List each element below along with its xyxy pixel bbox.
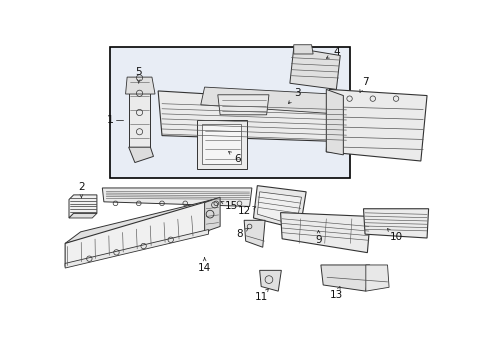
- Bar: [205, 145, 236, 151]
- Text: 2: 2: [78, 182, 85, 198]
- Polygon shape: [129, 147, 153, 163]
- Polygon shape: [65, 230, 209, 268]
- Polygon shape: [129, 77, 150, 147]
- Text: 12: 12: [238, 206, 256, 216]
- Polygon shape: [260, 270, 281, 291]
- Text: 15: 15: [221, 201, 238, 211]
- Text: 10: 10: [388, 229, 403, 242]
- Text: 14: 14: [198, 257, 211, 273]
- Polygon shape: [218, 95, 269, 115]
- Bar: [110, 47, 349, 178]
- Polygon shape: [253, 186, 306, 230]
- Polygon shape: [69, 213, 97, 218]
- Polygon shape: [364, 209, 429, 238]
- Polygon shape: [294, 45, 313, 54]
- Polygon shape: [281, 213, 370, 253]
- Polygon shape: [197, 120, 247, 169]
- Text: 9: 9: [315, 230, 322, 244]
- Bar: [123, 195, 143, 199]
- Polygon shape: [205, 197, 220, 232]
- Bar: [205, 155, 236, 161]
- Polygon shape: [290, 48, 340, 89]
- Text: 3: 3: [289, 88, 301, 104]
- Polygon shape: [69, 195, 97, 218]
- Polygon shape: [201, 87, 346, 114]
- Text: 1: 1: [107, 115, 114, 125]
- Polygon shape: [321, 265, 369, 291]
- Text: 7: 7: [360, 77, 368, 93]
- Text: 13: 13: [330, 287, 343, 300]
- Polygon shape: [202, 124, 241, 164]
- Polygon shape: [326, 89, 343, 155]
- Text: 11: 11: [255, 289, 269, 302]
- Text: 4: 4: [326, 48, 340, 58]
- Polygon shape: [102, 188, 252, 206]
- Polygon shape: [326, 89, 427, 161]
- Text: 6: 6: [228, 152, 241, 164]
- Polygon shape: [244, 220, 265, 247]
- Text: 5: 5: [135, 67, 142, 83]
- Bar: [166, 195, 185, 199]
- Bar: [205, 133, 236, 139]
- Polygon shape: [125, 77, 155, 94]
- Polygon shape: [366, 265, 389, 291]
- Polygon shape: [158, 91, 350, 142]
- Polygon shape: [257, 192, 301, 226]
- Polygon shape: [65, 199, 216, 243]
- Text: 8: 8: [236, 228, 248, 239]
- Polygon shape: [65, 199, 216, 266]
- Bar: [205, 195, 224, 199]
